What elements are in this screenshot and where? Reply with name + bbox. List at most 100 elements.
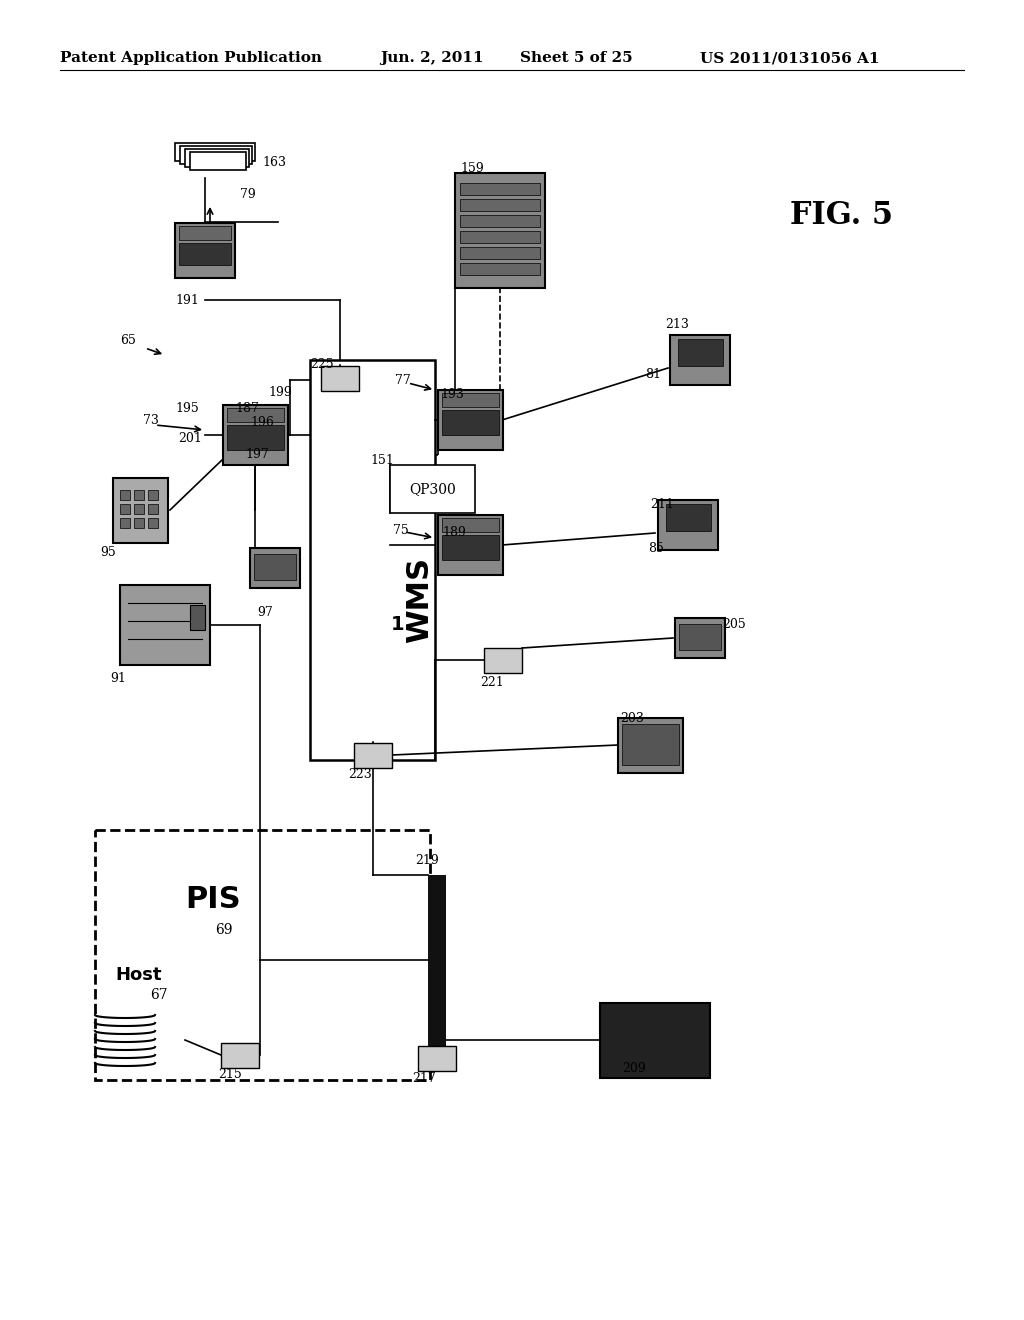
Bar xyxy=(460,247,540,259)
Text: 79: 79 xyxy=(240,189,256,202)
Text: 219: 219 xyxy=(415,854,438,866)
Text: 97: 97 xyxy=(257,606,272,619)
Text: 163: 163 xyxy=(262,157,286,169)
Bar xyxy=(622,723,679,766)
Text: 196: 196 xyxy=(250,416,273,429)
Bar xyxy=(390,465,475,513)
Bar xyxy=(310,360,435,760)
Text: 205: 205 xyxy=(722,619,745,631)
Bar xyxy=(148,490,158,500)
Bar xyxy=(190,152,246,170)
Text: FIG. 5: FIG. 5 xyxy=(790,199,893,231)
Bar xyxy=(180,147,252,164)
Bar xyxy=(120,517,130,528)
Bar xyxy=(95,830,430,1080)
Text: 189: 189 xyxy=(442,527,466,540)
Bar xyxy=(418,1045,456,1071)
Text: 221: 221 xyxy=(480,676,504,689)
Text: 69: 69 xyxy=(215,923,232,937)
Bar xyxy=(438,515,503,576)
Text: 77: 77 xyxy=(395,374,411,387)
Bar xyxy=(120,585,210,665)
Bar xyxy=(460,183,540,195)
Text: 193: 193 xyxy=(440,388,464,401)
Bar xyxy=(428,875,446,1060)
Bar xyxy=(148,504,158,513)
Text: 73: 73 xyxy=(143,413,159,426)
Bar xyxy=(254,554,296,579)
Bar xyxy=(179,243,231,265)
Text: 187: 187 xyxy=(234,401,259,414)
Text: 91: 91 xyxy=(110,672,126,685)
Text: 1: 1 xyxy=(391,615,404,635)
Bar xyxy=(679,624,721,649)
Bar xyxy=(618,718,683,774)
Bar xyxy=(223,405,288,465)
Text: 201: 201 xyxy=(178,432,202,445)
Text: 195: 195 xyxy=(175,401,199,414)
Text: 197: 197 xyxy=(245,449,268,462)
Text: 65: 65 xyxy=(120,334,136,346)
Text: Sheet 5 of 25: Sheet 5 of 25 xyxy=(520,51,633,65)
Text: 67: 67 xyxy=(150,987,168,1002)
Bar xyxy=(460,199,540,211)
Bar xyxy=(600,1003,710,1078)
Text: 217: 217 xyxy=(412,1072,436,1085)
Bar xyxy=(442,411,499,436)
Bar xyxy=(185,149,249,168)
Bar xyxy=(134,504,144,513)
Text: 203: 203 xyxy=(620,711,644,725)
Bar xyxy=(442,393,499,407)
Text: US 2011/0131056 A1: US 2011/0131056 A1 xyxy=(700,51,880,65)
Bar xyxy=(354,743,392,768)
Bar xyxy=(113,478,168,543)
Text: 95: 95 xyxy=(100,546,116,560)
Text: PIS: PIS xyxy=(185,886,241,915)
Text: 209: 209 xyxy=(622,1061,646,1074)
Bar xyxy=(134,490,144,500)
Text: 223: 223 xyxy=(348,768,372,781)
Bar xyxy=(670,335,730,385)
Text: 191: 191 xyxy=(175,293,199,306)
Bar xyxy=(134,517,144,528)
Bar xyxy=(666,504,711,531)
Text: 225: 225 xyxy=(310,359,334,371)
Text: 81: 81 xyxy=(645,368,662,381)
Bar xyxy=(460,263,540,275)
Bar xyxy=(658,500,718,550)
Text: 199: 199 xyxy=(268,385,292,399)
Bar xyxy=(460,231,540,243)
Bar xyxy=(190,605,205,630)
Bar xyxy=(460,215,540,227)
Bar xyxy=(221,1043,259,1068)
Bar xyxy=(675,618,725,657)
Bar xyxy=(678,339,723,366)
Bar xyxy=(442,535,499,560)
Bar xyxy=(175,223,234,279)
Text: Jun. 2, 2011: Jun. 2, 2011 xyxy=(380,51,483,65)
Bar xyxy=(321,366,359,391)
Text: 75: 75 xyxy=(393,524,409,536)
Text: 211: 211 xyxy=(650,499,674,511)
Text: QP300: QP300 xyxy=(410,482,456,496)
Bar xyxy=(227,408,284,422)
Bar xyxy=(250,548,300,587)
Text: Patent Application Publication: Patent Application Publication xyxy=(60,51,322,65)
Text: 213: 213 xyxy=(665,318,689,331)
Bar xyxy=(179,226,231,240)
Text: 159: 159 xyxy=(460,161,483,174)
Bar xyxy=(484,648,522,673)
Bar xyxy=(148,517,158,528)
Bar xyxy=(175,143,255,161)
Bar xyxy=(442,517,499,532)
Text: 151: 151 xyxy=(370,454,394,466)
Text: Host: Host xyxy=(115,966,162,983)
Text: 215: 215 xyxy=(218,1068,242,1081)
Text: WMS: WMS xyxy=(406,557,434,643)
Bar xyxy=(120,504,130,513)
Text: 85: 85 xyxy=(648,541,664,554)
Bar xyxy=(120,490,130,500)
Bar xyxy=(438,389,503,450)
Bar xyxy=(227,425,284,450)
Bar xyxy=(455,173,545,288)
